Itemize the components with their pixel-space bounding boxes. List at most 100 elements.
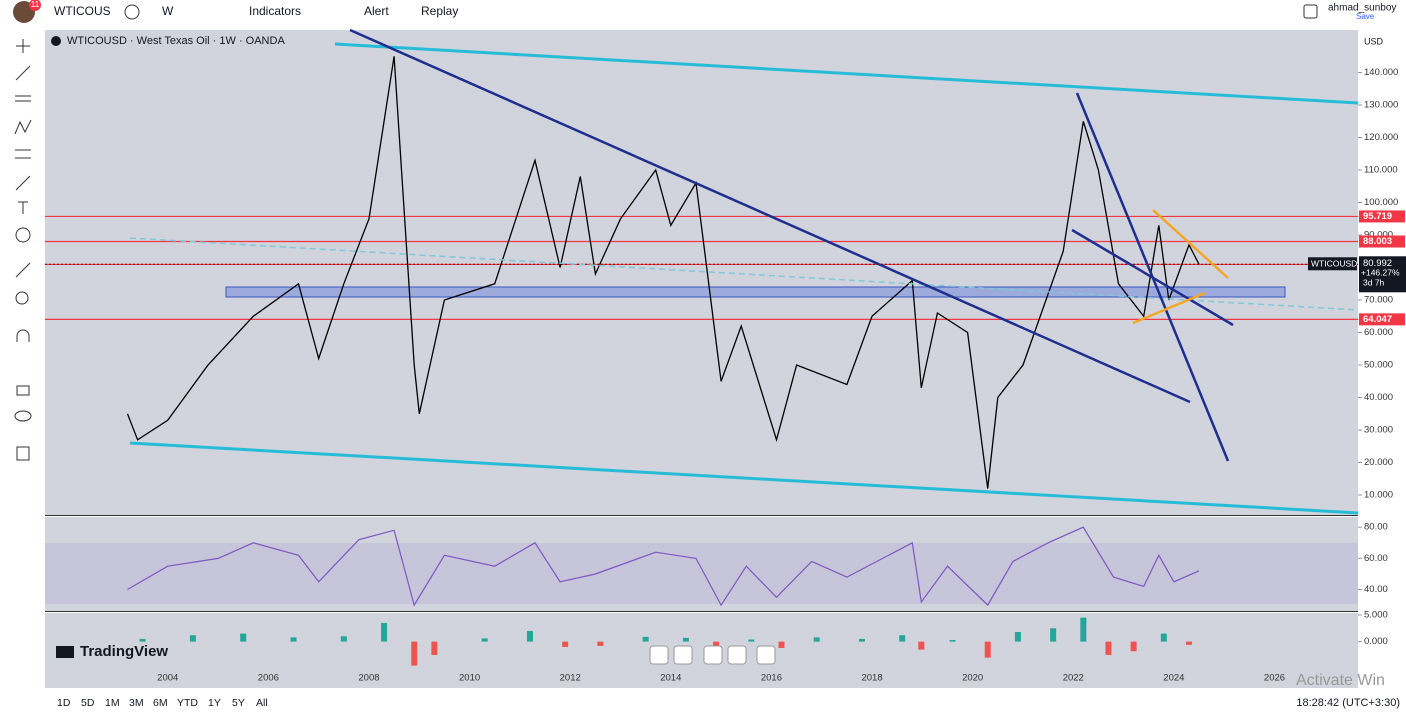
bottom-bar xyxy=(45,688,1406,724)
macd-bar xyxy=(778,641,785,649)
macd-bar xyxy=(984,641,991,658)
y-tick-label: 0.000 xyxy=(1364,636,1388,647)
zone-rectangle xyxy=(225,286,1286,298)
notification-count: 11 xyxy=(31,0,40,9)
drawing-toolbar xyxy=(0,27,44,724)
macd-bar xyxy=(481,638,488,642)
last-price: 80.992 xyxy=(1363,258,1392,269)
tradingview-logo: TradingView xyxy=(80,643,168,660)
indicators-button[interactable]: Indicators xyxy=(249,4,301,18)
bar-countdown: 3d 7h xyxy=(1363,278,1385,288)
macd-bar xyxy=(1105,641,1112,655)
zoom-controls xyxy=(649,645,776,665)
x-tick-label: 2022 xyxy=(1063,673,1084,684)
replay-button[interactable]: Replay xyxy=(421,4,458,18)
symbol-search[interactable]: WTICOUS xyxy=(54,4,111,18)
currency-selector[interactable]: USD xyxy=(1364,36,1384,46)
y-tick-label: 140.000 xyxy=(1364,67,1398,78)
clock: 18:28:42 (UTC+3:30) xyxy=(1296,697,1400,709)
y-tick-label: 90.000 xyxy=(1364,230,1393,241)
y-tick-label: 100.000 xyxy=(1364,197,1398,208)
y-tick-label: 130.000 xyxy=(1364,100,1398,111)
x-tick-label: 2018 xyxy=(861,673,882,684)
macd-bar xyxy=(918,641,925,650)
y-tick-label: 50.000 xyxy=(1364,360,1393,371)
macd-bar xyxy=(340,636,347,642)
scroll-right[interactable] xyxy=(727,645,747,665)
y-tick-label: 20.000 xyxy=(1364,457,1393,468)
layout-checkbox[interactable] xyxy=(1303,4,1318,19)
y-tick-label: 120.000 xyxy=(1364,132,1398,143)
level-tag xyxy=(1359,313,1405,326)
range-button[interactable]: 6M xyxy=(153,697,168,709)
range-button[interactable]: 5D xyxy=(81,697,95,709)
x-tick-label: 2006 xyxy=(258,673,279,684)
range-button[interactable]: 5Y xyxy=(232,697,245,709)
range-button[interactable]: All xyxy=(256,697,268,709)
macd-bar xyxy=(1185,641,1192,645)
level-tag xyxy=(1359,235,1405,248)
x-tick-label: 2016 xyxy=(761,673,782,684)
zoom-in[interactable] xyxy=(673,645,693,665)
main-pane[interactable] xyxy=(45,30,1358,515)
logo-mark xyxy=(56,646,74,658)
macd-bar xyxy=(411,641,418,666)
reset-view[interactable] xyxy=(756,645,776,665)
drawing-tools xyxy=(14,39,32,461)
macd-bar xyxy=(899,635,906,642)
legend-icon xyxy=(51,36,61,46)
range-button[interactable]: 1M xyxy=(105,697,120,709)
price-line xyxy=(126,56,1200,489)
username[interactable]: ahmad_sunboy xyxy=(1328,3,1396,14)
macd-bar xyxy=(526,630,533,642)
trend-lines xyxy=(129,28,1359,515)
macd-bar xyxy=(949,640,956,642)
compare-button[interactable] xyxy=(124,4,140,20)
range-button[interactable]: YTD xyxy=(177,697,198,709)
macd-bar xyxy=(240,633,247,642)
y-tick-label: 70.000 xyxy=(1364,295,1393,306)
level-label: 95.719 xyxy=(1363,211,1392,222)
x-tick-label: 2010 xyxy=(459,673,480,684)
last-price-tag xyxy=(1359,256,1406,293)
level-tag xyxy=(1359,210,1405,223)
macd-pane[interactable] xyxy=(45,613,1358,688)
rsi-line xyxy=(127,526,1200,607)
range-button[interactable]: 1Y xyxy=(208,697,221,709)
macd-bar xyxy=(189,635,196,642)
scroll-left[interactable] xyxy=(703,645,723,665)
y-tick-label: 110.000 xyxy=(1364,165,1398,176)
x-tick-label: 2026 xyxy=(1264,673,1285,684)
y-tick-label: 80.00 xyxy=(1364,522,1388,533)
save-button[interactable]: Save xyxy=(1356,12,1375,21)
level-label: 88.003 xyxy=(1363,236,1392,247)
zoom-out[interactable] xyxy=(649,645,669,665)
y-tick-label: 60.00 xyxy=(1364,553,1388,564)
x-tick-label: 2008 xyxy=(358,673,379,684)
x-tick-label: 2020 xyxy=(962,673,983,684)
rsi-pane[interactable] xyxy=(45,517,1358,611)
y-tick-label: 5.000 xyxy=(1364,609,1388,620)
macd-bar xyxy=(290,637,297,642)
rsi-band xyxy=(45,543,1358,604)
alert-button[interactable]: Alert xyxy=(364,4,389,18)
macd-bar xyxy=(597,641,604,646)
macd-bar xyxy=(813,637,820,642)
interval-button[interactable]: W xyxy=(162,4,174,18)
macd-bar xyxy=(1050,628,1057,642)
symbol-legend[interactable]: WTICOUSD · West Texas Oil · 1W · OANDA xyxy=(67,35,285,47)
macd-bar xyxy=(748,639,755,642)
x-tick-label: 2004 xyxy=(157,673,178,684)
y-tick-label: 40.00 xyxy=(1364,584,1388,595)
macd-bar xyxy=(858,638,865,642)
x-tick-label: 2024 xyxy=(1163,673,1184,684)
macd-bar xyxy=(1160,633,1167,642)
notification-badge xyxy=(29,0,41,11)
range-button[interactable]: 1D xyxy=(57,697,71,709)
symbol-tag xyxy=(1308,257,1357,271)
top-toolbar xyxy=(0,0,1406,26)
x-tick-label: 2014 xyxy=(660,673,681,684)
macd-bar xyxy=(1014,632,1021,642)
range-button[interactable]: 3M xyxy=(129,697,144,709)
